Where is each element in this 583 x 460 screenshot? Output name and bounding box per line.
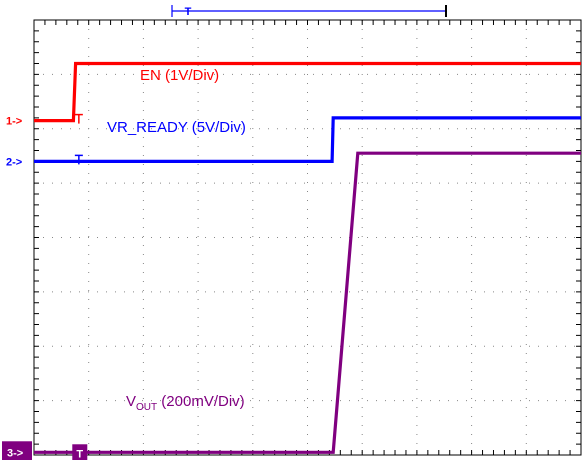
channel-marker-1: 1-> <box>6 116 22 128</box>
vout-scale: (200mV/Div) <box>161 393 244 410</box>
trigger-marker-vout-bg <box>72 444 88 460</box>
trigger-marker-vout: T <box>76 448 83 460</box>
channel-marker-2: 2-> <box>6 156 22 168</box>
channel-marker-3: 3-> <box>7 447 23 459</box>
trace-ch3 <box>34 151 581 454</box>
channel-markers: 1-> 2-> 3-> T <box>2 113 88 460</box>
traces <box>34 61 581 454</box>
cursor-trigger-marker: T <box>185 6 192 18</box>
series-label-vout: VOUT (200mV/Div) <box>126 393 245 413</box>
trace-ch1 <box>34 61 581 123</box>
vout-main: V <box>126 393 136 410</box>
series-label-en: EN (1V/Div) <box>140 67 219 84</box>
graticule <box>34 20 581 455</box>
channel-marker-bg-3 <box>2 441 32 460</box>
time-cursor-bracket: T <box>171 5 447 18</box>
vout-subscript: OUT <box>136 402 157 413</box>
series-label-vr-ready: VR_READY (5V/Div) <box>107 119 246 136</box>
trace-ch2 <box>34 116 581 163</box>
plot-frame <box>33 19 582 456</box>
